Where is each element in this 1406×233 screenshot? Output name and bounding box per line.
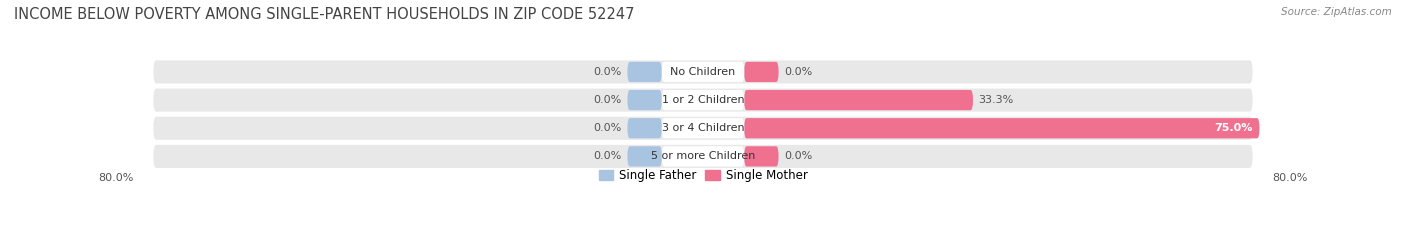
FancyBboxPatch shape <box>627 118 662 138</box>
Text: 0.0%: 0.0% <box>593 67 621 77</box>
FancyBboxPatch shape <box>153 60 1253 83</box>
Text: Source: ZipAtlas.com: Source: ZipAtlas.com <box>1281 7 1392 17</box>
FancyBboxPatch shape <box>662 90 744 110</box>
Text: No Children: No Children <box>671 67 735 77</box>
FancyBboxPatch shape <box>627 62 662 82</box>
FancyBboxPatch shape <box>153 89 1253 112</box>
FancyBboxPatch shape <box>744 90 973 110</box>
FancyBboxPatch shape <box>627 146 662 167</box>
FancyBboxPatch shape <box>153 145 1253 168</box>
Text: 0.0%: 0.0% <box>785 151 813 161</box>
Text: 75.0%: 75.0% <box>1215 123 1253 133</box>
Text: 0.0%: 0.0% <box>593 151 621 161</box>
Text: 5 or more Children: 5 or more Children <box>651 151 755 161</box>
FancyBboxPatch shape <box>662 62 744 82</box>
FancyBboxPatch shape <box>627 90 662 110</box>
Text: 0.0%: 0.0% <box>593 123 621 133</box>
FancyBboxPatch shape <box>153 117 1253 140</box>
FancyBboxPatch shape <box>662 118 744 138</box>
Text: 33.3%: 33.3% <box>979 95 1014 105</box>
Text: 80.0%: 80.0% <box>98 173 134 183</box>
Text: 80.0%: 80.0% <box>1272 173 1308 183</box>
Text: 1 or 2 Children: 1 or 2 Children <box>662 95 744 105</box>
FancyBboxPatch shape <box>744 146 779 167</box>
FancyBboxPatch shape <box>662 146 744 167</box>
Text: 0.0%: 0.0% <box>593 95 621 105</box>
FancyBboxPatch shape <box>744 62 779 82</box>
Legend: Single Father, Single Mother: Single Father, Single Mother <box>593 164 813 187</box>
Text: 3 or 4 Children: 3 or 4 Children <box>662 123 744 133</box>
FancyBboxPatch shape <box>744 118 1260 138</box>
Text: INCOME BELOW POVERTY AMONG SINGLE-PARENT HOUSEHOLDS IN ZIP CODE 52247: INCOME BELOW POVERTY AMONG SINGLE-PARENT… <box>14 7 634 22</box>
Text: 0.0%: 0.0% <box>785 67 813 77</box>
